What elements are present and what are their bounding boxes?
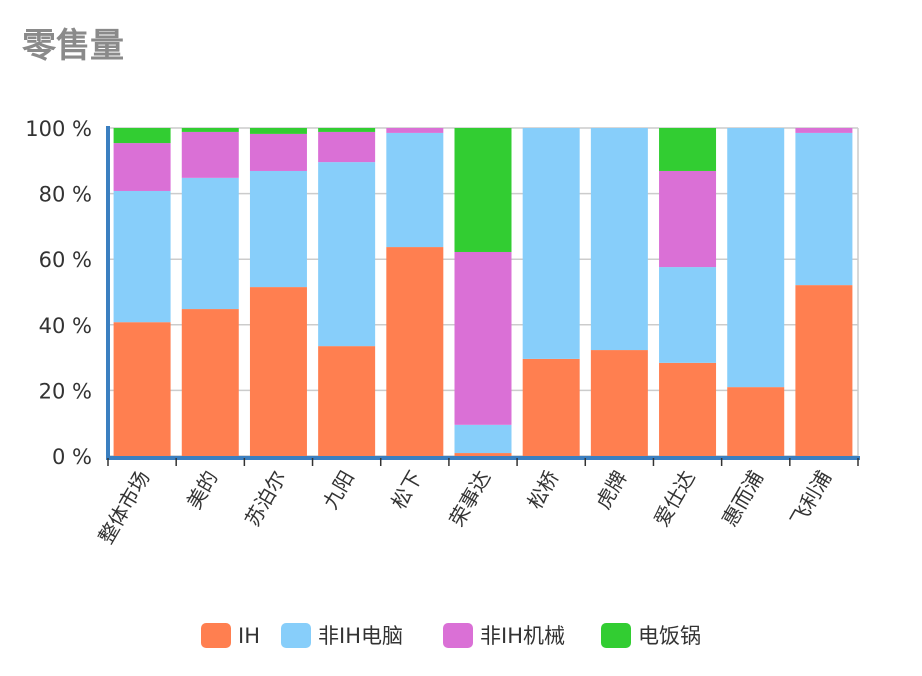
bar-segment bbox=[181, 177, 239, 310]
x-tick-label: 荣事达 bbox=[445, 467, 496, 531]
y-tick-label: 60 % bbox=[39, 248, 92, 272]
bar-segment bbox=[795, 285, 853, 456]
x-tick-label: 苏泊尔 bbox=[240, 467, 291, 531]
legend-label: IH bbox=[238, 624, 260, 648]
bar-segment bbox=[386, 132, 444, 248]
x-tick-label: 美的 bbox=[182, 467, 223, 514]
bar-segment bbox=[249, 133, 307, 171]
bar-segment bbox=[386, 128, 444, 133]
y-tick-label: 40 % bbox=[39, 314, 92, 338]
bar-segment bbox=[659, 267, 717, 363]
bar-segment bbox=[727, 387, 785, 456]
legend-item[interactable]: 电饭锅 bbox=[601, 623, 701, 648]
bar-segment bbox=[181, 309, 239, 456]
bar-segment bbox=[522, 358, 580, 456]
legend-swatch bbox=[601, 623, 631, 648]
x-tick-label: 爱仕达 bbox=[649, 467, 700, 531]
legend-item[interactable]: 非IH电脑 bbox=[281, 623, 403, 648]
bar-segment bbox=[795, 132, 853, 286]
bar-segment bbox=[522, 128, 580, 359]
bar-segment bbox=[113, 143, 171, 191]
bar-segment bbox=[454, 128, 512, 252]
x-tick-label: 虎牌 bbox=[591, 467, 632, 514]
bar-segment bbox=[590, 350, 648, 456]
x-tick-label: 九阳 bbox=[318, 467, 359, 514]
x-tick-label: 松下 bbox=[386, 467, 427, 514]
bar-segment bbox=[249, 128, 307, 134]
legend-label: 非IH电脑 bbox=[318, 624, 403, 648]
bar-segment bbox=[181, 128, 239, 132]
bar-segment bbox=[454, 424, 512, 454]
bar-segment bbox=[727, 128, 785, 388]
bar-segment bbox=[318, 162, 376, 347]
bar-segment bbox=[113, 190, 171, 323]
legend-item[interactable]: 非IH机械 bbox=[443, 623, 565, 648]
bar-segment bbox=[659, 362, 717, 456]
y-tick-label: 0 % bbox=[52, 445, 92, 469]
bar-segment bbox=[249, 287, 307, 456]
bar-segment bbox=[659, 170, 717, 268]
x-tick-label: 飞利浦 bbox=[785, 467, 836, 531]
legend-label: 非IH机械 bbox=[480, 624, 565, 648]
x-tick-label: 松桥 bbox=[523, 467, 564, 514]
chart-title: 零售量 bbox=[22, 26, 124, 66]
y-tick-label: 20 % bbox=[39, 379, 92, 403]
legend-swatch bbox=[443, 623, 473, 648]
y-tick-label: 100 % bbox=[25, 117, 92, 141]
legend-label: 电饭锅 bbox=[638, 624, 701, 648]
bar-segment bbox=[318, 131, 376, 163]
bar-segment bbox=[181, 131, 239, 178]
legend-swatch bbox=[281, 623, 311, 648]
bar-segment bbox=[318, 346, 376, 456]
x-tick-label: 整体市场 bbox=[94, 467, 155, 548]
legend-swatch bbox=[201, 623, 231, 648]
legend-item[interactable]: IH bbox=[201, 623, 260, 648]
bar-segment bbox=[113, 322, 171, 456]
bar-segment bbox=[659, 128, 717, 171]
y-tick-label: 80 % bbox=[39, 183, 92, 207]
x-tick-label: 惠而浦 bbox=[717, 467, 768, 531]
bar-segment bbox=[795, 128, 853, 133]
bar-segment bbox=[386, 247, 444, 456]
bar-segment bbox=[318, 128, 376, 132]
bar-segment bbox=[249, 170, 307, 288]
bar-segment bbox=[454, 251, 512, 425]
bar-segment bbox=[454, 453, 512, 456]
bar-segment bbox=[113, 128, 171, 144]
bar-segment bbox=[590, 128, 648, 351]
